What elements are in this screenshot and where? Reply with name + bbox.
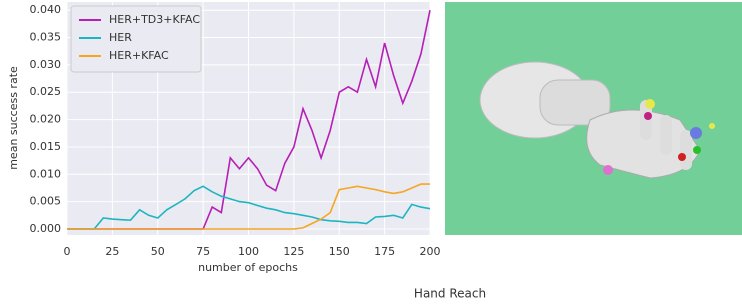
y-tick-label: 0.015: [30, 140, 62, 153]
x-tick-label: 175: [374, 245, 395, 258]
y-axis-label: mean success rate: [7, 66, 20, 170]
legend-label: HER+TD3+KFAC: [109, 13, 200, 26]
x-tick-label: 200: [420, 245, 441, 258]
y-tick-label: 0.040: [30, 3, 62, 16]
y-tick-label: 0.030: [30, 58, 62, 71]
x-tick-label: 150: [329, 245, 350, 258]
x-tick-label: 0: [64, 245, 71, 258]
y-tick-label: 0.000: [30, 222, 62, 235]
caption: Hand Reach: [414, 287, 486, 301]
x-tick-label: 25: [105, 245, 119, 258]
y-tick-label: 0.010: [30, 167, 62, 180]
legend-label: HER+KFAC: [109, 49, 169, 62]
x-tick-label: 100: [238, 245, 259, 258]
render-image: [445, 2, 742, 235]
x-tick-label: 50: [151, 245, 165, 258]
figure: number of epochs mean success rate Hand …: [0, 0, 742, 304]
y-tick-label: 0.035: [30, 31, 62, 44]
y-tick-label: 0.005: [30, 195, 62, 208]
x-tick-label: 75: [196, 245, 210, 258]
y-tick-label: 0.025: [30, 85, 62, 98]
x-axis-label: number of epochs: [198, 261, 298, 274]
legend-label: HER: [109, 31, 132, 44]
y-tick-label: 0.020: [30, 113, 62, 126]
x-tick-label: 125: [283, 245, 304, 258]
